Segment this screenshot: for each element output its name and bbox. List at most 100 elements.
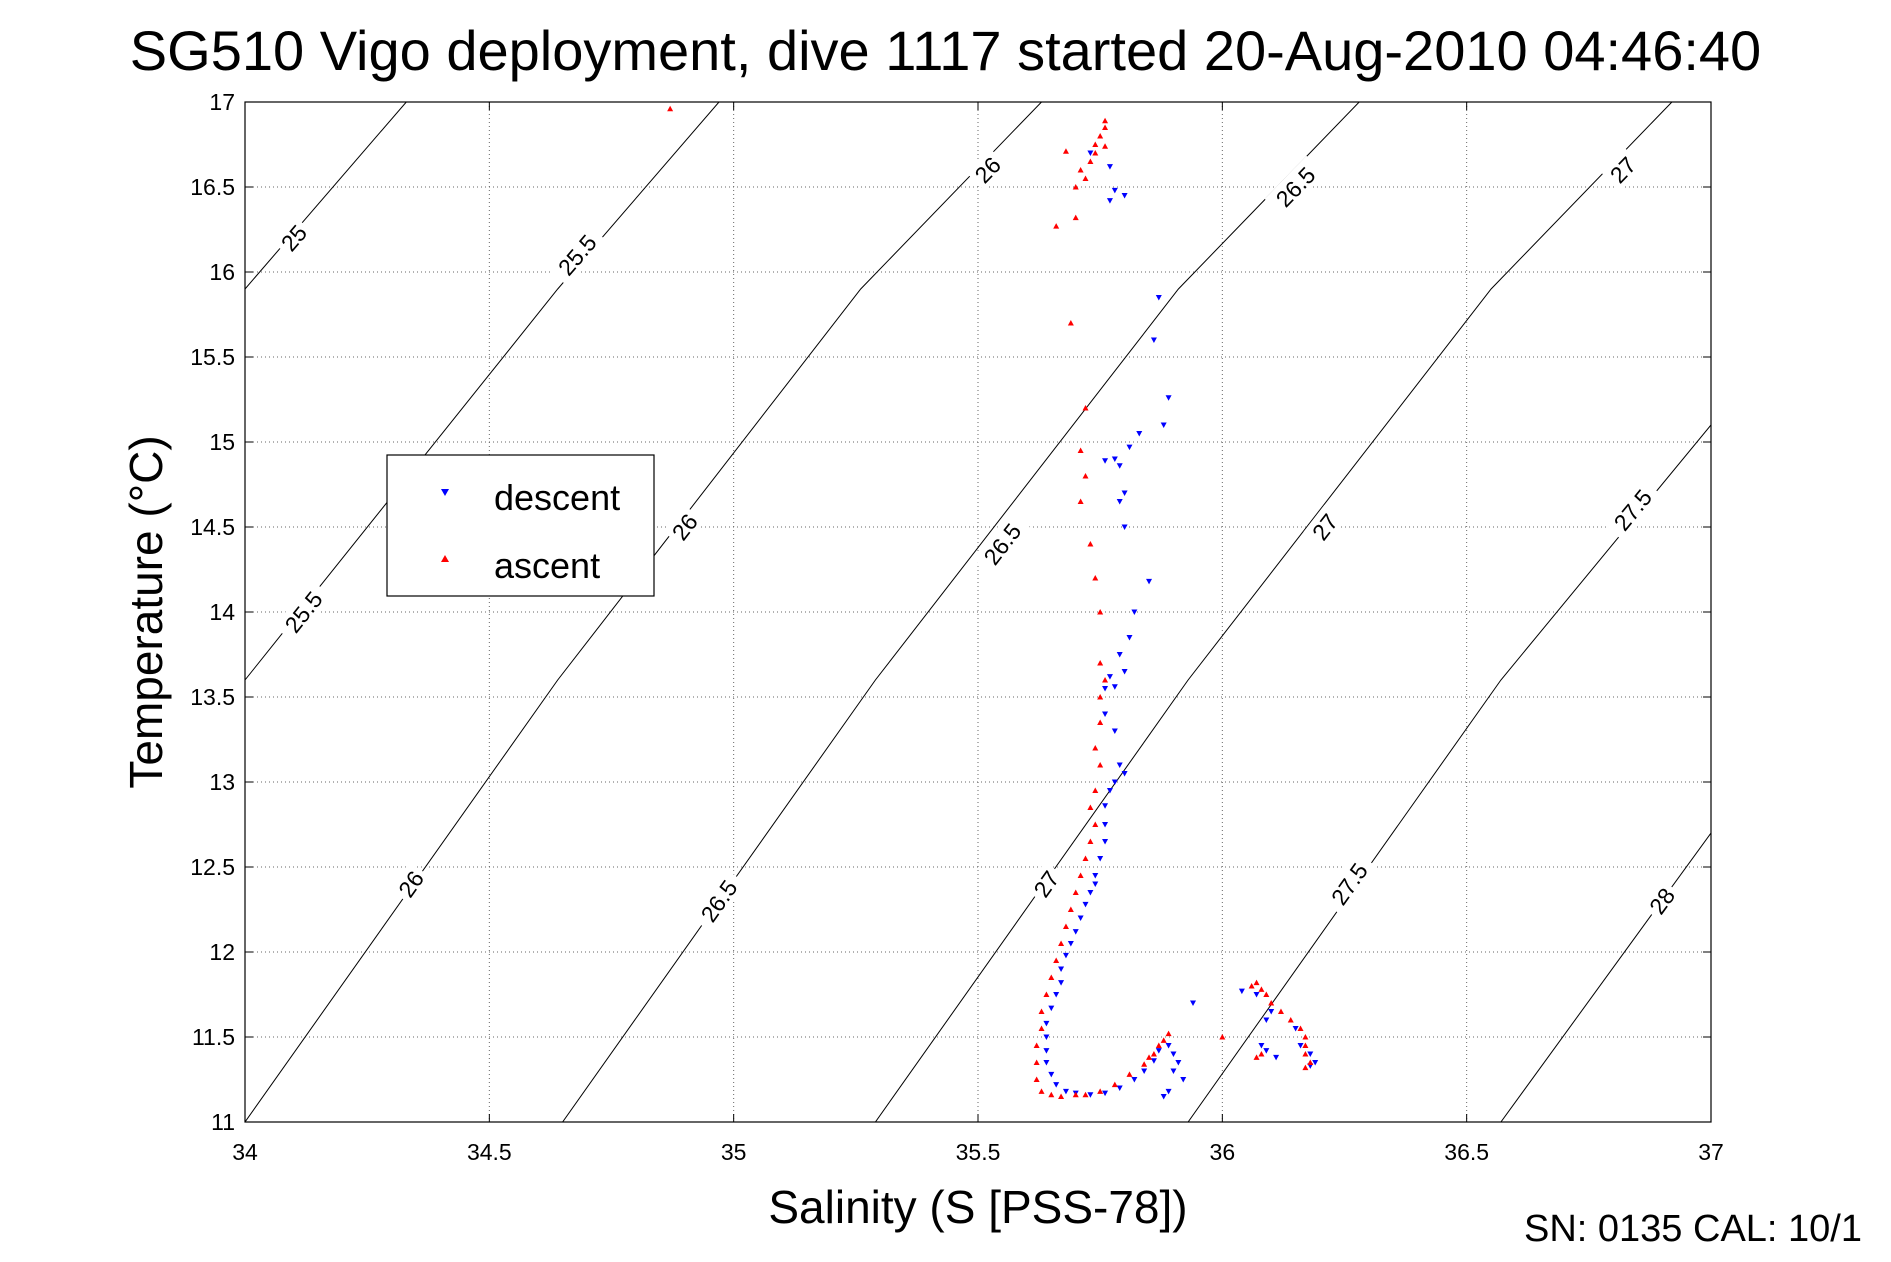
legend-descent-marker <box>441 489 449 496</box>
ascent-point <box>1033 1042 1040 1048</box>
chart-title: SG510 Vigo deployment, dive 1117 started… <box>129 19 1762 82</box>
descent-point <box>1077 915 1084 921</box>
density-contour-label: 27 <box>1307 509 1343 545</box>
descent-point <box>1141 1068 1148 1074</box>
descent-point <box>1180 1077 1187 1083</box>
ascent-point <box>1038 1088 1045 1094</box>
density-contour-label: 26 <box>970 152 1006 188</box>
descent-point <box>1175 1060 1182 1066</box>
descent-point <box>1116 499 1123 505</box>
ascent-point <box>1126 1071 1133 1077</box>
descent-point <box>1111 187 1118 194</box>
descent-point <box>1121 490 1128 496</box>
descent-point <box>1106 674 1113 680</box>
ascent-point <box>1058 940 1065 946</box>
x-tick-label: 36 <box>1210 1139 1236 1165</box>
descent-point <box>1126 444 1133 451</box>
descent-point <box>1106 788 1113 794</box>
grid <box>245 102 1711 1122</box>
ascent-point <box>1077 872 1084 878</box>
density-contour-label-bg <box>1264 155 1326 217</box>
ascent-point <box>1087 158 1094 164</box>
density-contour-label-group: 26.5 <box>690 868 747 933</box>
descent-point <box>1165 1043 1172 1049</box>
y-tick-label: 14 <box>209 599 235 625</box>
descent-point <box>1121 669 1128 675</box>
ascent-point <box>1258 1051 1265 1057</box>
legend-box <box>386 454 655 597</box>
descent-point <box>1312 1060 1319 1066</box>
ascent-point <box>1082 175 1089 181</box>
ascent-point <box>1038 1025 1045 1031</box>
density-contour-label: 27 <box>1605 152 1641 188</box>
descent-point <box>1111 728 1118 734</box>
descent-point <box>1087 150 1094 156</box>
ascent-point <box>1302 1064 1309 1071</box>
ascent-point <box>1058 1093 1065 1099</box>
axis-ticks: 34 34.5 35 35.5 36 36.5 37 11 11.5 12 12.5 13 13.5 14… <box>190 89 1724 1165</box>
descent-point <box>1043 1034 1050 1040</box>
ascent-point <box>667 105 674 112</box>
ascent-point <box>1253 979 1260 986</box>
ascent-point <box>1092 141 1099 147</box>
descent-point <box>1253 992 1260 998</box>
ascent-point <box>1087 804 1094 810</box>
ascent-point <box>1141 1061 1148 1067</box>
density-contour-line <box>1500 832 1711 1122</box>
ascent-point <box>1248 983 1255 989</box>
density-contour-label-bg <box>690 868 747 933</box>
density-contour-label-bg <box>272 215 315 259</box>
ascent-point <box>1077 498 1084 504</box>
descent-point <box>1111 684 1118 690</box>
density-contour-label-group: 27 <box>1303 504 1345 548</box>
density-contour-label: 26 <box>667 509 703 545</box>
descent-point <box>1238 988 1245 995</box>
ascent-point <box>1092 575 1099 581</box>
density-contour-label-bg <box>389 862 431 905</box>
descent-point <box>1165 1088 1172 1095</box>
descent-point <box>1048 1005 1055 1012</box>
descent-point <box>1087 890 1094 896</box>
descent-point <box>1106 198 1113 204</box>
descent-point <box>1170 1051 1177 1057</box>
descent-point <box>1067 941 1074 947</box>
descent-point <box>1043 1020 1050 1027</box>
y-tick-label: 12.5 <box>190 854 235 880</box>
density-contour-line <box>874 102 1673 1122</box>
density-contour-label-bg <box>1602 477 1662 541</box>
x-tick-label: 34.5 <box>467 1139 512 1165</box>
ascent-point <box>1150 1051 1157 1057</box>
ascent-point <box>1062 148 1069 154</box>
descent-point <box>1043 1060 1050 1066</box>
ascent-point <box>1258 986 1265 992</box>
descent-point <box>1136 431 1143 437</box>
density-contour-label-bg <box>1640 879 1682 922</box>
density-contour-label-group: 26.5 <box>972 511 1031 576</box>
density-contour-label-group: 25.5 <box>273 579 332 643</box>
density-contour-label-group: 28 <box>1640 879 1682 922</box>
density-contour-line <box>562 102 1360 1122</box>
descent-point <box>1258 1043 1265 1049</box>
descent-point <box>1062 1088 1069 1095</box>
descent-point <box>1165 395 1172 401</box>
density-contour-label-bg <box>1025 862 1067 905</box>
y-tick-label: 11.5 <box>192 1024 235 1050</box>
ascent-point <box>1097 762 1104 768</box>
descent-point <box>1043 1048 1050 1054</box>
ascent-point <box>1160 1037 1167 1043</box>
descent-point <box>1102 1090 1109 1097</box>
descent-point <box>1102 711 1109 717</box>
y-tick-label: 13.5 <box>190 684 235 710</box>
density-contour-label: 26 <box>393 866 429 902</box>
descent-point <box>1160 422 1167 428</box>
x-axis-label: Salinity (S [PSS-78]) <box>768 1181 1187 1233</box>
ascent-point <box>1043 991 1050 997</box>
ascent-point <box>1082 1091 1089 1098</box>
ascent-point <box>1307 1059 1314 1065</box>
x-tick-label: 37 <box>1698 1139 1724 1165</box>
descent-point <box>1116 463 1123 469</box>
ascent-point <box>1146 1054 1153 1060</box>
ascent-point <box>1077 167 1084 173</box>
y-axis-label: Temperature (°C) <box>120 435 172 788</box>
descent-point <box>1058 966 1065 972</box>
